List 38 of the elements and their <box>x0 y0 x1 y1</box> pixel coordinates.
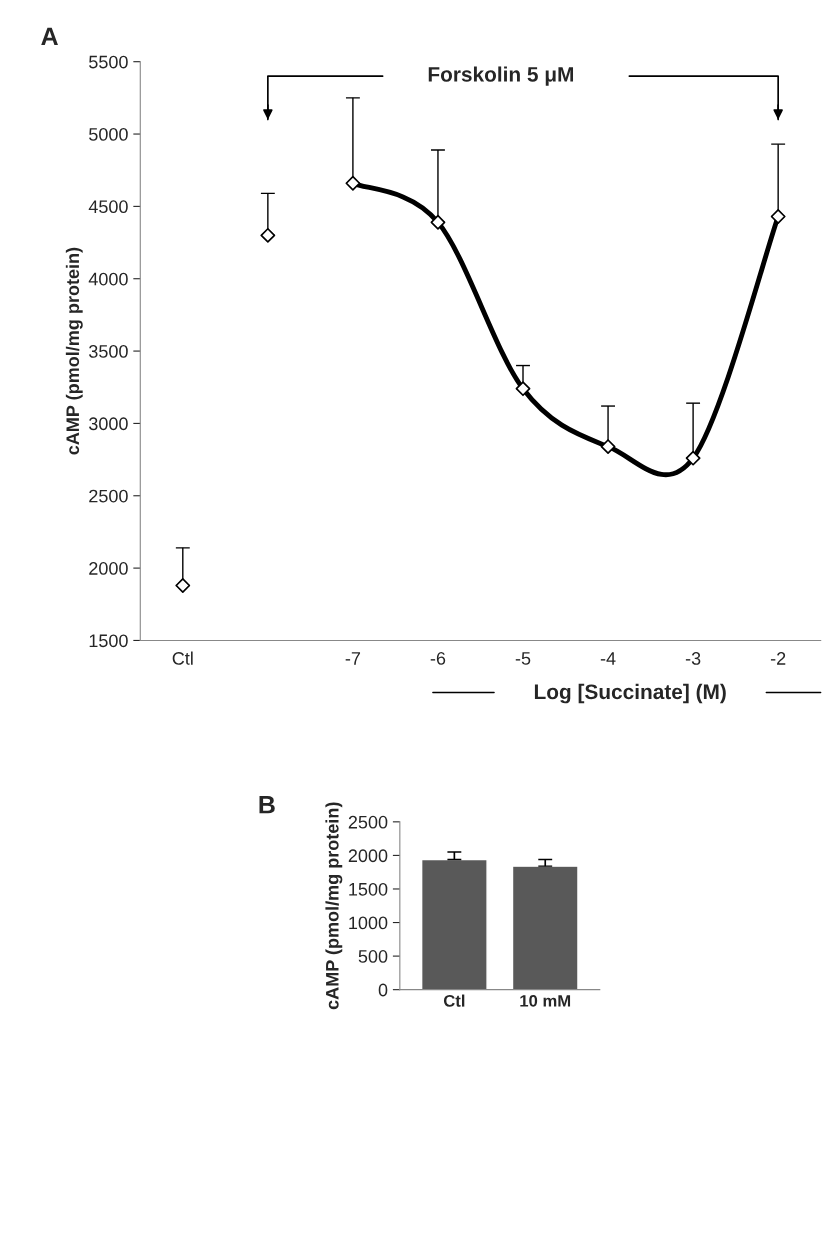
y-axis-title: cAMP (pmol/mg protein) <box>65 247 83 455</box>
x-tick-label: 10 mM <box>520 994 571 1007</box>
y-axis-title: cAMP (pmol/mg protein) <box>325 802 343 1010</box>
point <box>685 450 701 466</box>
y-tick-label: 1500 <box>89 634 128 648</box>
y-tick-label: 2000 <box>348 849 388 863</box>
y-tick-label: 2000 <box>89 562 128 575</box>
point <box>515 381 531 397</box>
x-tick-label: -7 <box>345 652 361 665</box>
point <box>770 209 786 224</box>
x-tick-label: -3 <box>685 652 701 665</box>
x-tick-label: -2 <box>770 652 786 665</box>
x-tick-label: -6 <box>430 652 446 665</box>
y-tick-label: 3000 <box>89 417 128 431</box>
y-tick-label: 4500 <box>88 200 128 214</box>
point <box>260 227 276 243</box>
x-tick-label: -5 <box>515 652 531 665</box>
y-tick-label: 0 <box>378 983 388 997</box>
point <box>600 439 616 454</box>
x-axis-title: Log [Succinate] (M) <box>534 683 726 704</box>
chart-title: B <box>259 796 275 814</box>
y-tick-label: 500 <box>358 950 388 963</box>
y-tick-label: 5500 <box>89 55 128 69</box>
y-tick-label: 4000 <box>88 272 128 286</box>
x-tick-label: -4 <box>600 652 616 665</box>
point <box>175 578 191 593</box>
point <box>345 175 361 191</box>
annotation: Forskolin 5 μM <box>428 66 574 86</box>
x-tick-label: Ctl <box>172 651 193 665</box>
y-tick-label: 2500 <box>89 489 128 503</box>
x-tick-label: Ctl <box>443 994 465 1007</box>
y-tick-label: 1500 <box>349 882 388 896</box>
y-tick-label: 3500 <box>89 345 128 358</box>
y-tick-label: 2500 <box>348 815 388 829</box>
point <box>430 214 446 230</box>
y-tick-label: 5000 <box>89 127 128 141</box>
chart-title: A <box>41 27 58 45</box>
y-tick-label: 1000 <box>349 916 388 930</box>
